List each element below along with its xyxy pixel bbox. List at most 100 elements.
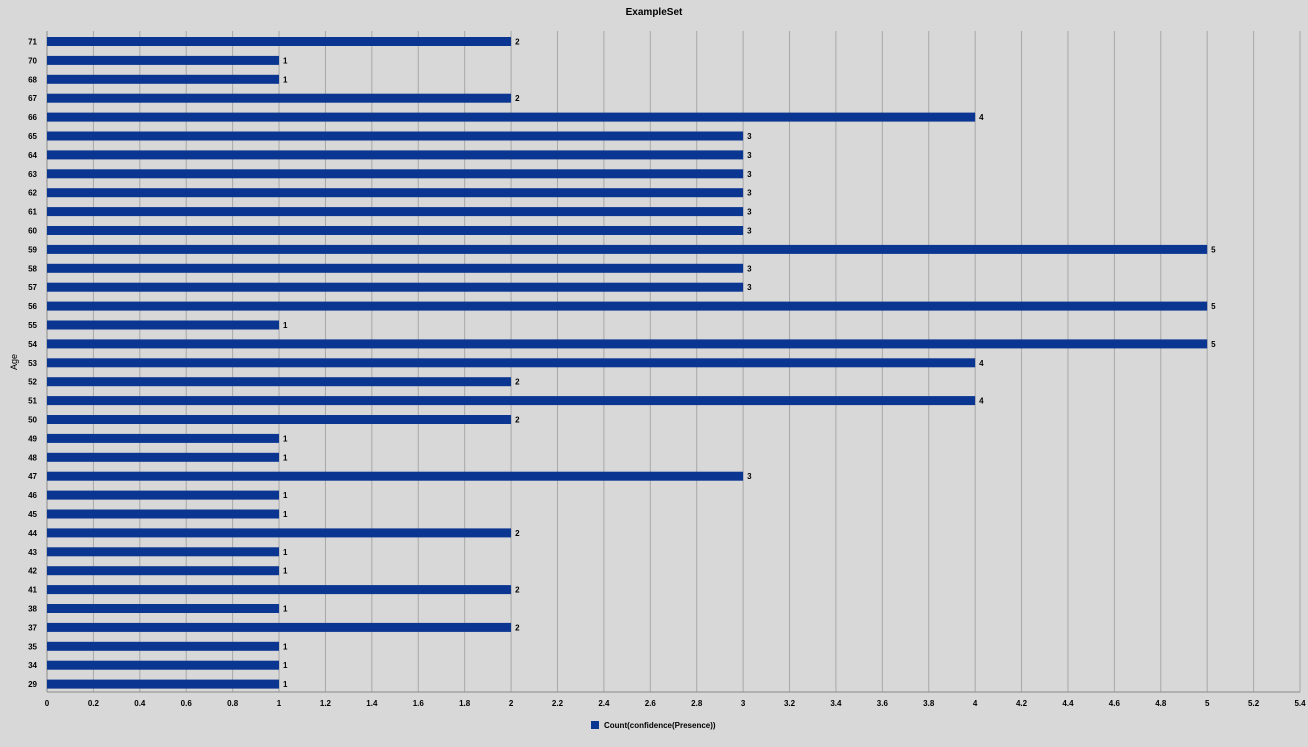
y-tick-label: 66 [28, 113, 37, 122]
data-label: 2 [515, 38, 520, 47]
bar [47, 131, 744, 141]
y-tick-label: 63 [28, 170, 37, 179]
y-tick-label: 43 [28, 548, 37, 557]
y-tick-label: 35 [28, 642, 37, 651]
x-tick-label: 2.2 [552, 699, 564, 708]
data-label: 5 [1211, 340, 1216, 349]
data-label: 1 [283, 605, 288, 614]
x-tick-label: 4.8 [1155, 699, 1167, 708]
bar [47, 509, 280, 519]
bar [47, 433, 280, 443]
data-label: 2 [515, 529, 520, 538]
data-label: 1 [283, 510, 288, 519]
x-tick-label: 2.8 [691, 699, 703, 708]
y-tick-label: 45 [28, 510, 37, 519]
x-tick-label: 2.4 [598, 699, 610, 708]
data-label: 1 [283, 75, 288, 84]
bar [47, 282, 744, 292]
data-label: 4 [979, 397, 984, 406]
bar [47, 622, 512, 632]
chart-title: ExampleSet [626, 7, 683, 18]
y-tick-label: 56 [28, 302, 37, 311]
data-label: 2 [515, 586, 520, 595]
bar [47, 188, 744, 198]
bar [47, 471, 744, 481]
bar [47, 74, 280, 84]
x-tick-label: 1.4 [366, 699, 378, 708]
bar [47, 301, 1208, 311]
x-tick-label: 4 [973, 699, 978, 708]
y-tick-label: 64 [28, 151, 37, 160]
data-label: 3 [747, 472, 752, 481]
y-tick-label: 42 [28, 567, 37, 576]
y-tick-label: 57 [28, 283, 37, 292]
y-tick-label: 44 [28, 529, 37, 538]
data-label: 3 [747, 132, 752, 141]
x-tick-label: 1.2 [320, 699, 332, 708]
y-tick-label: 50 [28, 416, 37, 425]
x-tick-label: 3.4 [830, 699, 842, 708]
bar [47, 169, 744, 179]
data-label: 1 [283, 661, 288, 670]
data-label: 1 [283, 321, 288, 330]
y-tick-label: 37 [28, 623, 37, 632]
bar [47, 452, 280, 462]
y-tick-label: 71 [28, 38, 37, 47]
x-tick-label: 5 [1205, 699, 1210, 708]
bar [47, 150, 744, 160]
bar [47, 207, 744, 217]
x-tick-label: 3.6 [877, 699, 889, 708]
x-tick-label: 1 [277, 699, 282, 708]
data-label: 3 [747, 170, 752, 179]
y-tick-label: 29 [28, 680, 37, 689]
data-label: 1 [283, 642, 288, 651]
x-tick-label: 5.2 [1248, 699, 1260, 708]
bar [47, 528, 512, 538]
y-tick-label: 51 [28, 397, 37, 406]
x-tick-label: 0 [45, 699, 50, 708]
bar [47, 358, 976, 368]
bar [47, 226, 744, 235]
data-label: 4 [979, 113, 984, 122]
y-tick-label: 38 [28, 605, 37, 614]
bar [47, 415, 512, 424]
y-tick-label: 60 [28, 227, 37, 236]
data-label: 1 [283, 548, 288, 557]
data-label: 1 [283, 453, 288, 462]
data-label: 1 [283, 56, 288, 65]
data-label: 5 [1211, 302, 1216, 311]
y-tick-label: 68 [28, 75, 37, 84]
y-tick-label: 67 [28, 94, 37, 103]
x-tick-label: 4.2 [1016, 699, 1028, 708]
y-tick-label: 46 [28, 491, 37, 500]
x-tick-label: 4.4 [1062, 699, 1074, 708]
legend-label: Count(confidence(Presence)) [604, 721, 716, 730]
y-tick-labels: 71 70 68 67 66 65 64 63 62 61 60 59 58 57 56 55 54 53 52 51… [28, 38, 37, 690]
bar [47, 490, 280, 500]
x-tick-label: 3 [741, 699, 746, 708]
bar [47, 37, 512, 46]
data-label: 2 [515, 378, 520, 387]
bar [47, 396, 976, 406]
data-label: 1 [283, 567, 288, 576]
bar [47, 660, 280, 670]
legend-swatch [591, 721, 599, 729]
bars-layer [47, 37, 1208, 689]
data-label: 3 [747, 151, 752, 160]
bar [47, 547, 280, 557]
x-tick-label: 0.8 [227, 699, 239, 708]
data-label: 1 [283, 491, 288, 500]
x-tick-label: 1.8 [459, 699, 471, 708]
data-label: 5 [1211, 245, 1216, 254]
x-tick-labels: 0 0.2 0.4 0.6 0.8 1 1.2 1.4 1.6 1.8 2 2.2 2.4 2.6 2.8 3… [45, 699, 1306, 708]
x-tick-label: 3.8 [923, 699, 935, 708]
x-tick-label: 1.6 [413, 699, 425, 708]
bar [47, 585, 512, 595]
data-label: 1 [283, 680, 288, 689]
data-label: 2 [515, 94, 520, 103]
bar [47, 566, 280, 576]
bar [47, 320, 280, 330]
y-tick-label: 54 [28, 340, 37, 349]
y-tick-label: 61 [28, 208, 37, 217]
